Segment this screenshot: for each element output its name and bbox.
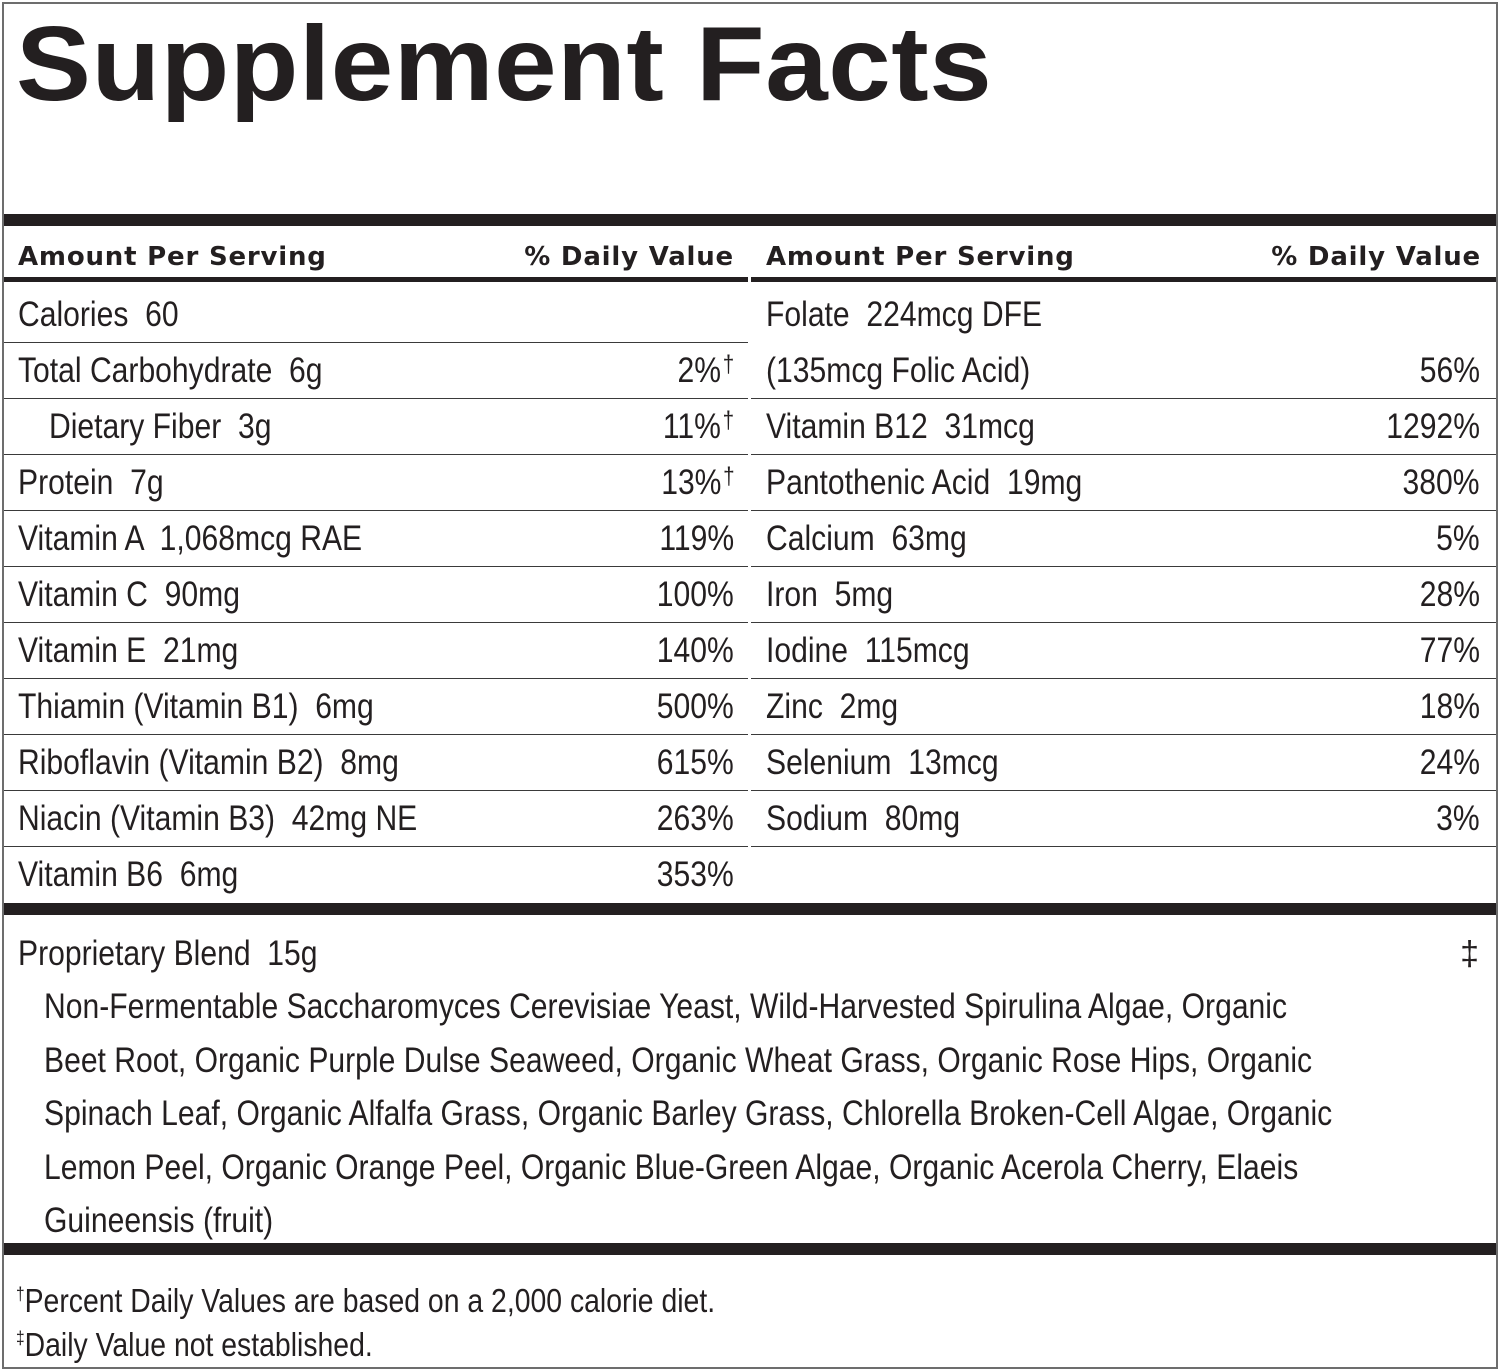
row-divider — [4, 453, 748, 455]
right-nutrient-column: Folate 224mcg DFE (135mcg Folic Acid) 56… — [751, 287, 1496, 903]
nutrient-row-protein: Protein 7g 13%† — [4, 455, 748, 511]
ingredient-line: Spinach Leaf, Organic Alfalfa Grass, Org… — [44, 1094, 1333, 1133]
dagger-symbol: † — [722, 463, 735, 490]
row-divider — [751, 733, 1496, 735]
nutrient-row-sodium: Sodium 80mg 3% — [751, 791, 1496, 847]
row-divider — [4, 845, 748, 847]
amount-per-serving-header: Amount Per Serving — [766, 242, 1075, 272]
row-divider — [4, 621, 748, 623]
double-dagger-symbol: ‡ — [1460, 934, 1479, 973]
ingredient-line: Lemon Peel, Organic Orange Peel, Organic… — [44, 1147, 1299, 1187]
row-divider — [4, 397, 748, 399]
nutrient-row-selenium: Selenium 13mcg 24% — [751, 735, 1496, 791]
row-divider — [751, 845, 1496, 847]
row-divider — [4, 733, 748, 735]
daily-value-header: % Daily Value — [524, 242, 734, 272]
double-dagger-symbol: ‡ — [16, 1328, 25, 1348]
nutrient-row-zinc: Zinc 2mg 18% — [751, 679, 1496, 735]
daily-value-header: % Daily Value — [1271, 242, 1481, 272]
proprietary-blend-name: Proprietary Blend 15g — [18, 934, 318, 973]
nutrient-row-folic-acid: (135mcg Folic Acid) 56% — [751, 343, 1496, 399]
nutrient-row-riboflavin: Riboflavin (Vitamin B2) 8mg 615% — [4, 735, 748, 791]
nutrient-row-calcium: Calcium 63mg 5% — [751, 511, 1496, 567]
ingredient-line: Beet Root, Organic Purple Dulse Seaweed,… — [44, 1040, 1313, 1080]
row-divider — [4, 509, 748, 511]
row-divider — [751, 621, 1496, 623]
nutrient-row-calories: Calories 60 — [4, 287, 748, 343]
nutrient-row-vitamin-b12: Vitamin B12 31mcg 1292% — [751, 399, 1496, 455]
proprietary-blend-header: Proprietary Blend 15g ‡ — [18, 928, 1483, 980]
ingredient-line: Guineensis (fruit) — [44, 1201, 274, 1240]
nutrient-row-dietary-fiber: Dietary Fiber 3g 11%† — [4, 399, 748, 455]
right-header-rule — [751, 277, 1496, 282]
nutrient-row-niacin: Niacin (Vitamin B3) 42mg NE 263% — [4, 791, 748, 847]
nutrient-row-vitamin-a: Vitamin A 1,068mcg RAE 119% — [4, 511, 748, 567]
nutrient-row-vitamin-c: Vitamin C 90mg 100% — [4, 567, 748, 623]
nutrient-row-pantothenic-acid: Pantothenic Acid 19mg 380% — [751, 455, 1496, 511]
row-divider — [4, 341, 748, 343]
nutrient-row-total-carbohydrate: Total Carbohydrate 6g 2%† — [4, 343, 748, 399]
ingredient-list: Non-Fermentable Saccharomyces Cerevisiae… — [44, 980, 1472, 1248]
nutrient-row-iodine: Iodine 115mcg 77% — [751, 623, 1496, 679]
amount-per-serving-header: Amount Per Serving — [18, 242, 327, 272]
nutrient-row-empty — [751, 847, 1496, 903]
ingredient-line: Non-Fermentable Saccharomyces Cerevisiae… — [44, 987, 1288, 1026]
middle-thick-divider — [4, 903, 1496, 915]
row-divider — [751, 509, 1496, 511]
left-nutrient-column: Calories 60 Total Carbohydrate 6g 2%† Di… — [4, 287, 748, 903]
nutrient-row-vitamin-b6: Vitamin B6 6mg 353% — [18, 855, 735, 894]
row-divider — [751, 397, 1496, 399]
row-divider — [751, 565, 1496, 567]
dagger-symbol: † — [722, 351, 735, 378]
proprietary-blend-section: Proprietary Blend 15g ‡ Non-Fermentable … — [18, 928, 1483, 1248]
row-divider — [4, 565, 748, 567]
footnote-double-dagger: ‡Daily Value not established. — [16, 1326, 373, 1363]
row-divider — [4, 677, 748, 679]
row-divider — [751, 789, 1496, 791]
top-thick-divider — [4, 214, 1496, 226]
left-column-header: Amount Per Serving % Daily Value — [18, 240, 734, 274]
dagger-symbol: † — [16, 1284, 25, 1304]
panel-title: Supplement Facts — [16, 5, 993, 123]
footnotes: †Percent Daily Values are based on a 2,0… — [16, 1272, 716, 1363]
right-column-header: Amount Per Serving % Daily Value — [766, 240, 1481, 274]
nutrient-row-vitamin-e: Vitamin E 21mg 140% — [4, 623, 748, 679]
left-header-rule — [4, 277, 748, 282]
row-divider — [4, 789, 748, 791]
nutrient-row-iron: Iron 5mg 28% — [751, 567, 1496, 623]
footnote-dagger: †Percent Daily Values are based on a 2,0… — [16, 1282, 716, 1319]
nutrient-row-folate: Folate 224mcg DFE — [766, 295, 1043, 334]
row-divider — [751, 677, 1496, 679]
nutrient-row-thiamin: Thiamin (Vitamin B1) 6mg 500% — [4, 679, 748, 735]
bottom-thick-divider — [4, 1243, 1496, 1255]
dagger-symbol: † — [722, 407, 735, 434]
row-divider — [751, 453, 1496, 455]
